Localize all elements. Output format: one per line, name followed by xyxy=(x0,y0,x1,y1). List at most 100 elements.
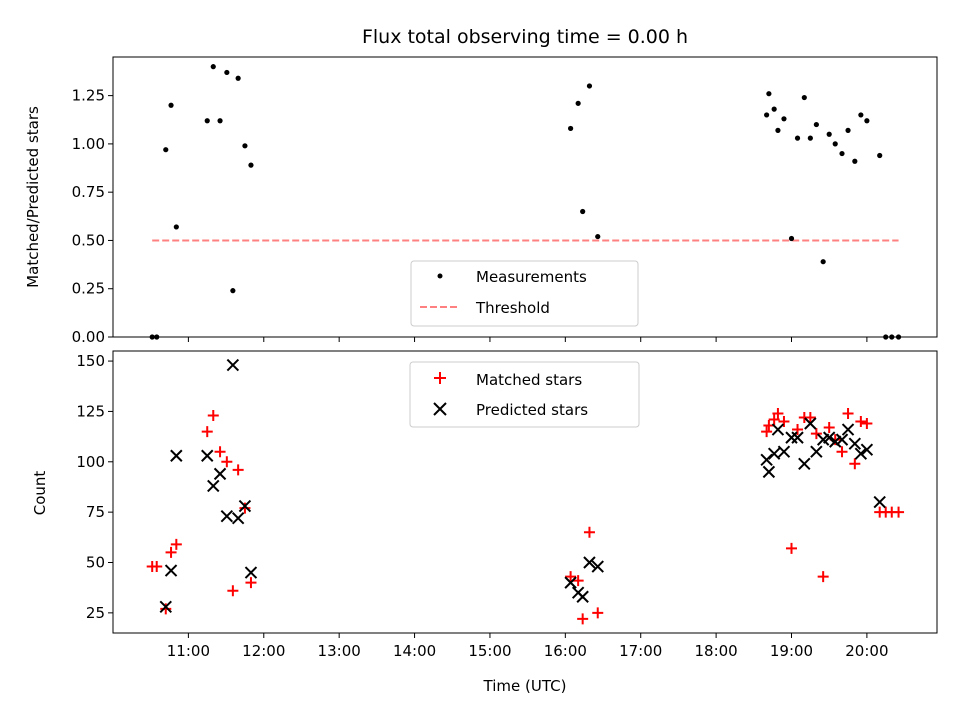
matched-star-point xyxy=(592,607,604,619)
count-x-tick-label: 20:00 xyxy=(845,642,888,660)
measurement-point xyxy=(586,83,593,89)
measurement-point xyxy=(794,135,801,141)
measurement-point xyxy=(173,224,179,230)
count-y-axis: 25 50 75 100 125 150 xyxy=(76,352,113,622)
matched-star-point xyxy=(221,456,233,468)
ratio-y-tick-label: 0.50 xyxy=(72,231,105,249)
count-legend-box xyxy=(409,361,640,428)
measurement-point xyxy=(864,118,870,124)
predicted-star-point xyxy=(798,457,811,471)
count-x-tick-label: 19:00 xyxy=(770,642,813,660)
ratio-panel: Flux total observing time = 0.00 h 0.000… xyxy=(24,26,938,346)
predicted-star-point xyxy=(201,449,214,462)
count-y-tick-label: 125 xyxy=(76,402,105,420)
ratio-legend-box xyxy=(410,260,639,327)
count-x-tick-label: 14:00 xyxy=(393,642,436,660)
count-y-tick-label: 100 xyxy=(76,453,105,471)
matched-star-point xyxy=(849,458,861,470)
predicted-star-point xyxy=(231,511,245,525)
measurement-point xyxy=(204,118,210,124)
matched-star-point xyxy=(786,542,797,554)
legend-label-matched: Matched stars xyxy=(476,371,582,389)
matched-star-point xyxy=(772,407,784,419)
count-x-tick-label: 12:00 xyxy=(242,642,285,660)
predicted-star-point xyxy=(564,576,577,589)
matched-star-point xyxy=(893,506,905,518)
matched-star-point xyxy=(170,538,182,550)
ratio-y-axis: 0.00 0.25 0.50 0.75 1.00 1.25 xyxy=(72,87,113,346)
count-plot-area xyxy=(146,358,905,625)
predicted-star-point xyxy=(244,566,258,579)
predicted-star-point xyxy=(220,509,234,523)
matched-star-point xyxy=(232,464,244,476)
predicted-star-point xyxy=(854,447,868,460)
matched-star-point xyxy=(227,585,239,597)
ratio-y-tick-label: 1.25 xyxy=(72,87,105,105)
measurement-point xyxy=(575,100,581,106)
matched-star-point xyxy=(583,526,595,538)
measurement-point xyxy=(595,233,601,240)
predicted-star-point xyxy=(860,443,874,456)
predicted-star-point xyxy=(583,556,596,569)
matched-star-point xyxy=(817,571,829,583)
measurement-point xyxy=(852,158,858,164)
predicted-star-point xyxy=(791,431,804,444)
count-y-axis-label: Count xyxy=(31,471,49,516)
measurement-point xyxy=(781,116,787,122)
matched-star-point xyxy=(201,426,213,438)
predicted-star-point xyxy=(164,564,178,577)
predicted-star-point xyxy=(207,479,220,493)
ratio-y-axis-label: Matched/Predicted stars xyxy=(24,106,42,288)
matched-star-point xyxy=(151,561,163,573)
matched-star-point xyxy=(214,446,226,458)
matched-star-point xyxy=(778,416,790,427)
predicted-star-point xyxy=(226,358,240,372)
count-legend: Matched stars Predicted stars xyxy=(409,361,640,428)
predicted-star-point xyxy=(771,423,785,436)
measurement-point xyxy=(839,150,845,157)
matched-star-point xyxy=(768,413,780,425)
measurement-point xyxy=(210,64,216,70)
matched-star-point xyxy=(823,422,835,434)
count-y-tick-label: 25 xyxy=(86,604,105,622)
matched-star-point xyxy=(245,577,257,589)
measurement-point xyxy=(163,147,169,153)
count-panel-frame xyxy=(112,350,938,634)
predicted-star-point xyxy=(804,417,817,430)
predicted-star-point xyxy=(213,467,227,481)
ratio-y-tick-label: 0.25 xyxy=(72,280,105,298)
matched-star-point xyxy=(810,428,822,440)
count-x-tick-label: 13:00 xyxy=(318,642,361,660)
measurement-point xyxy=(826,131,832,137)
count-x-tick-label: 17:00 xyxy=(619,642,662,660)
count-x-tick-label: 16:00 xyxy=(544,642,587,660)
measurement-point xyxy=(832,141,838,147)
count-y-tick-label: 150 xyxy=(76,352,105,370)
legend-marker-matched xyxy=(434,372,446,384)
ratio-legend: Measurements Threshold xyxy=(410,260,639,327)
predicted-star-point xyxy=(170,449,183,462)
predicted-star-point xyxy=(841,423,855,436)
measurement-point xyxy=(858,112,864,118)
matched-star-point xyxy=(836,446,848,458)
matched-star-point xyxy=(761,426,773,438)
matched-star-point xyxy=(565,571,577,583)
matched-star-point xyxy=(842,407,854,419)
predicted-star-point xyxy=(873,495,886,509)
matched-star-point xyxy=(855,416,867,427)
matched-star-point xyxy=(792,424,804,436)
chart-title: Flux total observing time = 0.00 h xyxy=(362,26,688,48)
measurement-point xyxy=(807,135,813,141)
matched-star-point xyxy=(577,613,589,625)
count-x-axis-label: Time (UTC) xyxy=(483,677,567,695)
measurement-point xyxy=(801,94,807,101)
matched-star-point xyxy=(804,411,816,423)
matched-star-point xyxy=(160,603,172,615)
predicted-star-point xyxy=(829,435,842,448)
predicted-star-point xyxy=(576,590,589,603)
predicted-star-point xyxy=(777,445,791,458)
measurement-point xyxy=(224,69,230,76)
matched-star-point xyxy=(572,575,584,587)
count-y-tick-label: 50 xyxy=(86,554,105,572)
